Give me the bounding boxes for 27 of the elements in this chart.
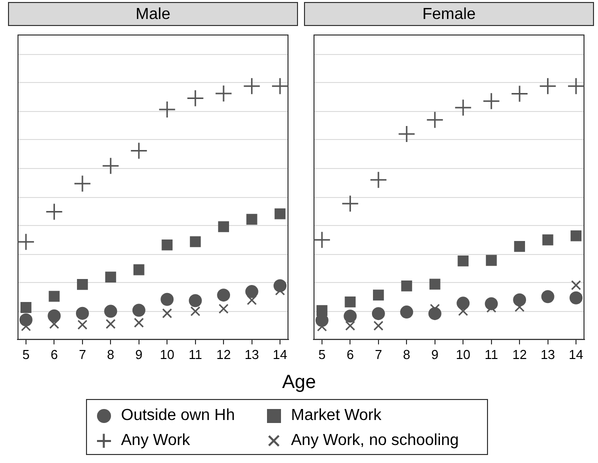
x-tick-label: 9 (431, 346, 439, 362)
x-tick-label: 6 (346, 346, 354, 362)
x-tick-label: 9 (135, 346, 143, 362)
x-tick-label: 14 (568, 346, 584, 362)
x-tick-label: 5 (318, 346, 326, 362)
chart-title: Female (304, 2, 594, 26)
x-tick-label: 6 (50, 346, 58, 362)
x-tick-label: 8 (107, 346, 114, 362)
x-tick-label: 11 (188, 346, 202, 362)
x-tick-label: 11 (484, 346, 498, 362)
x-axis-title: Age (281, 372, 317, 394)
legend-label: Any Work (121, 432, 190, 450)
x-tick-label: 5 (22, 346, 30, 362)
x-tick-label: 12 (216, 346, 231, 362)
x-tick-label: 8 (403, 346, 410, 362)
legend-label: Market Work (291, 407, 382, 425)
x-tick-label: 14 (272, 346, 288, 362)
x-tick-label: 7 (374, 346, 382, 362)
x-tick-label: 13 (244, 346, 260, 362)
x-tick-label: 12 (512, 346, 527, 362)
x-tick-label: 13 (540, 346, 556, 362)
legend-label: Outside own Hh (121, 407, 235, 425)
x-tick-label: 10 (160, 346, 174, 362)
legend-label: Any Work, no schooling (291, 432, 459, 450)
x-tick-label: 10 (456, 346, 470, 362)
chart-title: Male (8, 2, 298, 26)
x-tick-label: 7 (78, 346, 86, 362)
